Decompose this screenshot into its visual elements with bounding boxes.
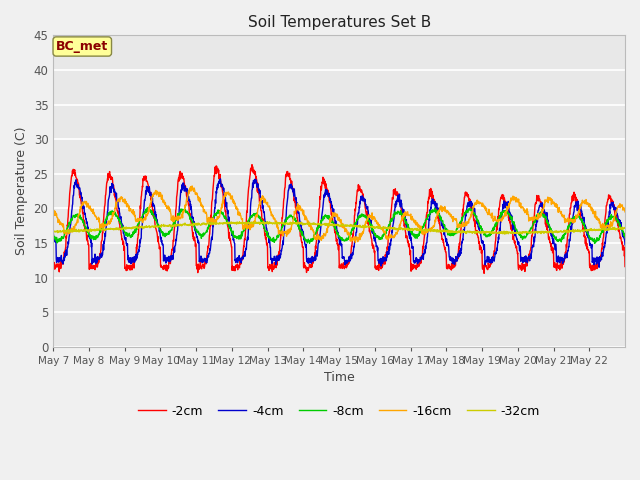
-8cm: [257, 217, 265, 223]
-2cm: [49, 261, 57, 266]
-16cm: [49, 206, 57, 212]
-32cm: [195, 222, 202, 228]
-2cm: [235, 264, 243, 269]
-32cm: [49, 229, 57, 235]
-16cm: [591, 209, 598, 215]
-32cm: [621, 225, 629, 231]
-8cm: [49, 232, 57, 238]
Line: -8cm: -8cm: [53, 208, 625, 243]
Line: -2cm: -2cm: [53, 165, 625, 273]
-4cm: [195, 240, 202, 246]
-2cm: [257, 208, 265, 214]
-16cm: [587, 207, 595, 213]
Title: Soil Temperatures Set B: Soil Temperatures Set B: [248, 15, 431, 30]
Y-axis label: Soil Temperature (C): Soil Temperature (C): [15, 127, 28, 255]
-16cm: [188, 183, 196, 189]
-4cm: [235, 256, 243, 262]
-32cm: [259, 218, 267, 224]
-2cm: [480, 270, 488, 276]
-16cm: [351, 240, 359, 245]
-16cm: [257, 198, 265, 204]
-2cm: [195, 261, 202, 267]
-8cm: [590, 239, 598, 244]
-8cm: [587, 235, 595, 241]
-32cm: [351, 224, 358, 229]
-4cm: [216, 176, 224, 182]
-8cm: [235, 236, 243, 242]
-4cm: [587, 242, 595, 248]
-2cm: [587, 265, 595, 271]
-4cm: [49, 228, 57, 234]
-8cm: [621, 234, 629, 240]
-2cm: [248, 162, 256, 168]
X-axis label: Time: Time: [324, 372, 355, 384]
-16cm: [621, 209, 629, 215]
Legend: -2cm, -4cm, -8cm, -16cm, -32cm: -2cm, -4cm, -8cm, -16cm, -32cm: [133, 400, 545, 423]
-2cm: [621, 264, 629, 269]
-4cm: [595, 264, 603, 270]
-8cm: [591, 240, 598, 246]
Line: -32cm: -32cm: [53, 221, 625, 234]
-2cm: [591, 259, 598, 264]
-32cm: [500, 231, 508, 237]
-8cm: [143, 205, 151, 211]
-16cm: [235, 210, 243, 216]
-8cm: [195, 228, 202, 234]
-2cm: [351, 213, 358, 218]
-16cm: [351, 238, 358, 243]
Line: -16cm: -16cm: [53, 186, 625, 242]
-16cm: [195, 198, 202, 204]
-4cm: [590, 262, 598, 267]
Line: -4cm: -4cm: [53, 179, 625, 267]
-4cm: [351, 240, 358, 246]
-4cm: [257, 201, 265, 206]
-32cm: [235, 220, 243, 226]
-32cm: [257, 220, 265, 226]
-32cm: [587, 228, 595, 233]
Text: BC_met: BC_met: [56, 40, 108, 53]
-4cm: [621, 242, 629, 248]
-32cm: [591, 226, 598, 232]
-8cm: [351, 221, 358, 227]
